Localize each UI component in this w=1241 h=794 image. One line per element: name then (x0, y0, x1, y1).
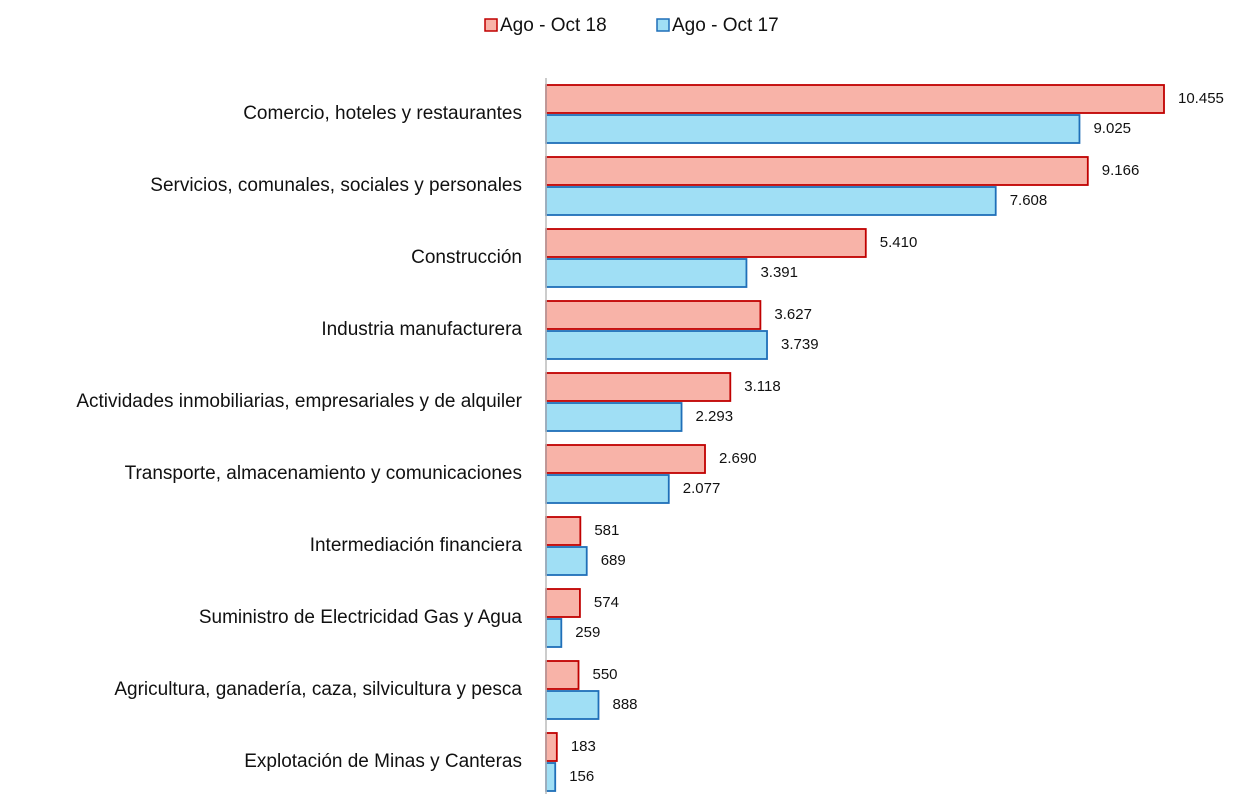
category-label: Transporte, almacenamiento y comunicacio… (125, 463, 522, 484)
bar (545, 372, 732, 402)
bar (545, 762, 557, 792)
bar (545, 84, 1165, 114)
bar (545, 156, 1089, 186)
legend-label: Ago - Oct 17 (672, 15, 779, 36)
bar (545, 300, 762, 330)
bar (545, 258, 748, 288)
value-label: 9.166 (1102, 162, 1140, 179)
value-label: 3.391 (760, 264, 798, 281)
legend-label: Ago - Oct 18 (500, 15, 607, 36)
legend-swatch (484, 18, 498, 32)
value-label: 3.627 (774, 306, 812, 323)
legend-swatch (656, 18, 670, 32)
category-label: Explotación de Minas y Canteras (244, 751, 522, 772)
bar (545, 402, 683, 432)
bar (545, 330, 768, 360)
category-label: Construcción (411, 247, 522, 268)
bar (545, 474, 670, 504)
value-label: 574 (594, 594, 619, 611)
bar (545, 690, 600, 720)
bar (545, 516, 582, 546)
category-label: Servicios, comunales, sociales y persona… (150, 175, 522, 196)
category-label: Actividades inmobiliarias, empresariales… (76, 391, 522, 412)
value-label: 183 (571, 738, 596, 755)
bar (545, 660, 580, 690)
bar (545, 114, 1081, 144)
bar (545, 186, 997, 216)
category-label: Suministro de Electricidad Gas y Agua (199, 607, 523, 628)
bar (545, 228, 867, 258)
category-label: Agricultura, ganadería, caza, silvicultu… (114, 679, 522, 700)
value-label: 550 (593, 666, 618, 683)
category-label: Comercio, hoteles y restaurantes (243, 103, 522, 124)
value-label: 2.690 (719, 450, 757, 467)
value-label: 888 (612, 696, 637, 713)
value-label: 2.293 (696, 408, 734, 425)
value-label: 581 (594, 522, 619, 539)
value-label: 5.410 (880, 234, 918, 251)
value-label: 2.077 (683, 480, 721, 497)
value-label: 3.739 (781, 336, 819, 353)
value-label: 7.608 (1010, 192, 1048, 209)
bar (545, 546, 588, 576)
bar (545, 618, 563, 648)
value-label: 9.025 (1093, 120, 1131, 137)
bar (545, 444, 706, 474)
bar (545, 732, 558, 762)
value-label: 3.118 (744, 378, 780, 395)
bar (545, 588, 581, 618)
category-label: Intermediación financiera (310, 535, 523, 556)
value-label: 259 (575, 624, 600, 641)
value-label: 10.455 (1178, 90, 1224, 107)
value-label: 156 (569, 768, 594, 785)
value-label: 689 (601, 552, 626, 569)
category-label: Industria manufacturera (321, 319, 522, 340)
